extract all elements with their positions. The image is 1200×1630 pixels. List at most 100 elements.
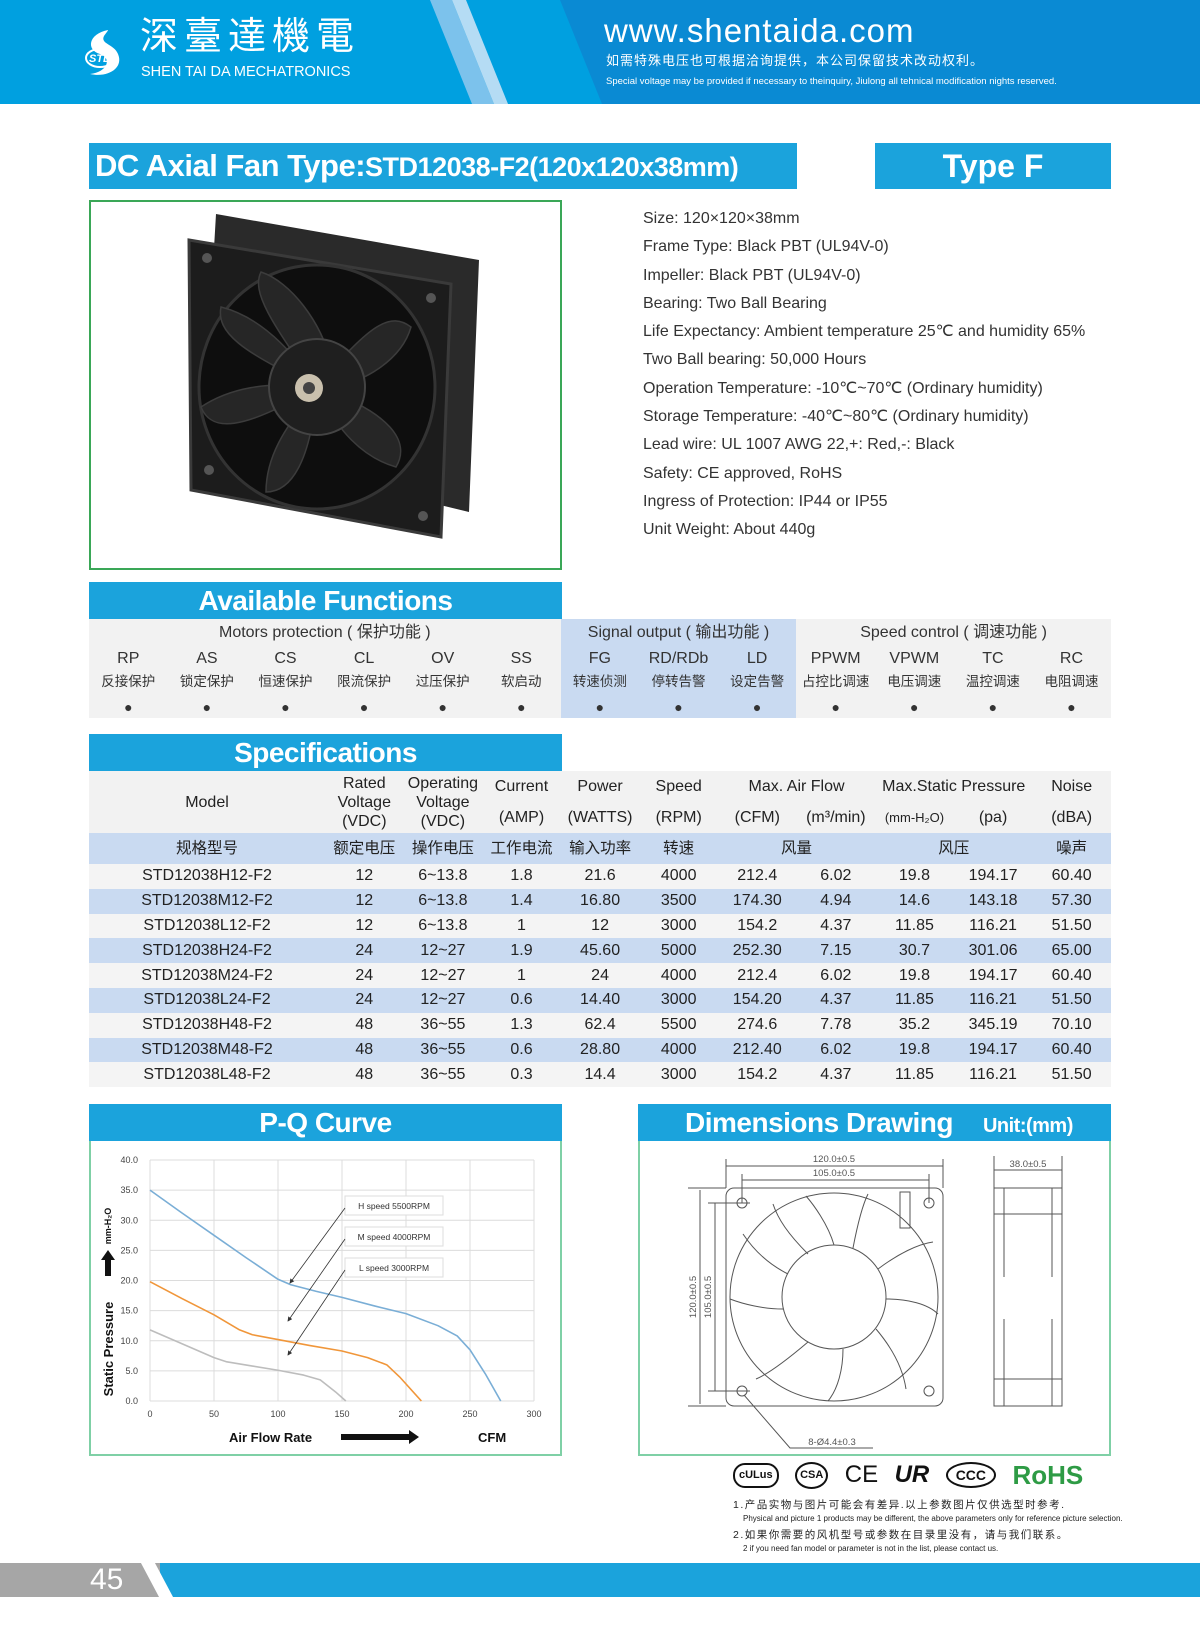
function-code: OV	[431, 650, 455, 667]
cul-us-logo: cULus	[733, 1462, 779, 1488]
note-1-cn: 1.产品实物与图片可能会有差异.以上参数图片仅供选型时参考.	[733, 1499, 1066, 1511]
fan-image	[187, 214, 479, 539]
header-cn: 输入功率	[560, 833, 640, 864]
table-cell: 6.02	[796, 963, 876, 988]
table-cell: 6~13.8	[403, 864, 483, 889]
table-cell: 36~55	[403, 1062, 483, 1088]
function-name-cn: 温控调速	[965, 674, 1020, 689]
table-cell: 301.06	[953, 938, 1033, 964]
spec-ip: Ingress of Protection: IP44 or IP55	[643, 492, 888, 510]
function-name-cn: 反接保护	[101, 674, 156, 689]
y-tick-label: 15.0	[120, 1306, 138, 1316]
table-cell: 274.6	[717, 1012, 797, 1038]
header-current: Current	[482, 771, 561, 802]
function-group: Signal output ( 输出功能 ) FG 转速侦测 ● RD/RDb 停转告警 ●…	[560, 619, 797, 718]
table-row: STD12038M12-F2 12 6~13.8 1.4 16.80 3500 174.30…	[89, 888, 1111, 914]
function-name-cn: 限流保护	[337, 674, 392, 689]
dimensions-unit: Unit:(mm)	[982, 1115, 1073, 1137]
table-cell: 11.85	[875, 987, 954, 1013]
function-code: RD/RDb	[648, 650, 709, 667]
table-cell: 35.2	[875, 1012, 954, 1038]
function-supported-dot: ●	[910, 699, 919, 715]
unit-m3min: (m³/min)	[796, 802, 876, 833]
title-model: STD12038-F2(120x120x38mm)	[365, 152, 739, 182]
function-supported-dot: ●	[988, 699, 998, 715]
function-code: SS	[510, 650, 532, 667]
function-code: AS	[196, 650, 218, 667]
table-cell: STD12038M12-F2	[89, 888, 325, 914]
table-row: STD12038H24-F2 24 12~27 1.9 45.60 5000 252.30 7…	[89, 938, 1111, 964]
table-cell: 36~55	[403, 1037, 483, 1063]
y-tick-label: 30.0	[120, 1215, 138, 1225]
spec-hours: Two Ball bearing: 50,000 Hours	[643, 351, 867, 369]
table-cell: 62.4	[560, 1012, 640, 1038]
header-cn: 操作电压	[403, 833, 483, 864]
table-cell: 4.37	[796, 913, 876, 939]
note-2-en: 2 if you need fan model or parameter is …	[743, 1544, 999, 1553]
function-supported-dot: ●	[202, 699, 212, 715]
y-tick-label: 10.0	[120, 1336, 138, 1346]
ce-logo: CE	[844, 1461, 879, 1488]
table-cell: STD12038M24-F2	[89, 963, 325, 988]
function-code: VPWM	[889, 650, 940, 667]
legend-box	[344, 1226, 444, 1247]
note-2-cn: 2.如果你需要的风机型号或参数在目录里没有，请与我们联系。	[733, 1529, 1069, 1541]
x-tick-label: 300	[526, 1409, 541, 1419]
function-group-title: Signal output ( 输出功能 )	[587, 624, 770, 641]
table-row: STD12038L24-F2 24 12~27 0.6 14.40 3000 154.20 4…	[89, 987, 1111, 1013]
function-name-cn: 设定告警	[730, 674, 785, 689]
x-tick-label: 0	[147, 1409, 152, 1419]
table-cell: STD12038L12-F2	[89, 913, 325, 939]
table-cell: 14.40	[560, 987, 640, 1013]
function-supported-dot: ●	[359, 699, 369, 715]
table-cell: 252.30	[717, 938, 797, 964]
series-line-1	[149, 1280, 422, 1402]
spec-size: Size: 120×120×38mm	[643, 210, 800, 227]
product-title: DC Axial Fan Type:STD12038-F2(120x120x38…	[89, 143, 797, 189]
function-item: CS 恒速保护 ●	[246, 649, 325, 715]
table-cell: 12	[325, 864, 404, 889]
table-cell: 24	[325, 938, 404, 964]
table-cell: 36~55	[403, 1012, 483, 1038]
fan-blades	[729, 1193, 939, 1402]
series-line-0	[149, 1189, 502, 1402]
table-cell: 6~13.8	[403, 888, 483, 914]
fan-shroud	[729, 1192, 939, 1402]
unit-amp: (AMP)	[482, 802, 561, 833]
function-name-cn: 恒速保护	[258, 674, 313, 689]
header-cn: 规格型号	[89, 833, 325, 864]
table-cell: 1	[482, 963, 561, 988]
table-cell: 154.20	[717, 987, 797, 1013]
spec-bearing: Bearing: Two Ball Bearing	[643, 294, 827, 312]
table-row: STD12038H12-F2 12 6~13.8 1.8 21.6 4000 212.4 6.…	[89, 864, 1111, 889]
unit-rpm: (RPM)	[639, 802, 718, 833]
function-item: TC 温控调速 ●	[954, 649, 1033, 715]
function-item: RC 电阻调速 ●	[1032, 649, 1111, 715]
table-cell: 4.37	[796, 987, 876, 1013]
table-cell: 51.50	[1032, 987, 1111, 1013]
function-group-title: Speed control ( 调速功能 )	[860, 624, 1047, 641]
brand-name-cn: 深臺達機電	[140, 14, 361, 58]
y-tick-label: 0.0	[125, 1396, 138, 1406]
series-line-2	[149, 1329, 347, 1402]
header-rated-voltage: Rated Voltage (VDC)	[325, 771, 404, 833]
unit-watts: (WATTS)	[560, 802, 640, 833]
dimension-drawing: 120.0±0.5 105.0±0.5 120.0±0.5 105.0±0.5 …	[688, 1154, 1063, 1449]
function-name-cn: 软启动	[501, 674, 542, 689]
csa-logo: CSA	[795, 1461, 829, 1489]
function-supported-dot: ●	[281, 699, 290, 715]
spec-safety: Safety: CE approved, RoHS	[643, 464, 843, 482]
y-axis-unit: mm-H₂O	[103, 1208, 113, 1245]
website-url[interactable]: www.shentaida.com	[604, 12, 915, 49]
x-tick-label: 50	[209, 1409, 219, 1419]
table-cell: 51.50	[1032, 913, 1111, 939]
certification-logos: cULus CSA CE UR CCC RoHS	[733, 1460, 1095, 1494]
table-cell: 4.94	[796, 888, 876, 914]
specifications-table: Model Rated Voltage (VDC) Operating Voltage…	[89, 771, 1111, 1088]
table-cell: 212.4	[717, 864, 797, 889]
legend-label: M speed 4000RPM	[358, 1232, 431, 1242]
notice-en: Special voltage may be provided if neces…	[606, 76, 1057, 87]
table-cell: 154.2	[717, 913, 797, 939]
y-tick-label: 5.0	[125, 1366, 138, 1376]
table-cell: STD12038H12-F2	[89, 864, 325, 889]
